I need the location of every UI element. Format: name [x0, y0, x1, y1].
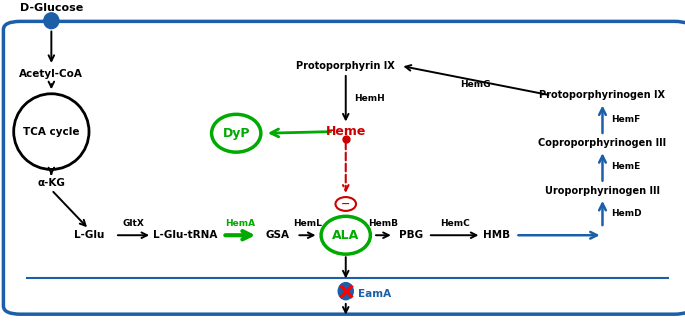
Text: TCA cycle: TCA cycle — [23, 127, 79, 137]
Text: HemB: HemB — [369, 219, 399, 228]
Ellipse shape — [338, 283, 353, 300]
Text: GSA: GSA — [265, 230, 289, 240]
Text: L-Glu: L-Glu — [74, 230, 104, 240]
Text: PBG: PBG — [399, 230, 423, 240]
Text: −: − — [341, 199, 351, 209]
Text: ALA: ALA — [332, 229, 360, 242]
Text: Heme: Heme — [325, 125, 366, 138]
Text: HemG: HemG — [460, 80, 491, 89]
Text: α-KG: α-KG — [38, 178, 65, 188]
Text: Protoporphyrinogen IX: Protoporphyrinogen IX — [540, 90, 666, 100]
Text: D-Glucose: D-Glucose — [20, 3, 83, 13]
Text: HemA: HemA — [225, 219, 256, 228]
Text: Acetyl-CoA: Acetyl-CoA — [19, 69, 84, 79]
Text: HemE: HemE — [611, 163, 640, 171]
Text: HemC: HemC — [440, 219, 469, 228]
Text: Coproporphyrinogen III: Coproporphyrinogen III — [538, 138, 667, 148]
Text: L-Glu-tRNA: L-Glu-tRNA — [153, 230, 217, 240]
Text: HemF: HemF — [611, 115, 640, 124]
Text: HemL: HemL — [293, 219, 322, 228]
Text: Protoporphyrin IX: Protoporphyrin IX — [297, 61, 395, 71]
Ellipse shape — [44, 13, 59, 29]
Text: Uroporphyrinogen III: Uroporphyrinogen III — [545, 186, 660, 196]
Text: EamA: EamA — [358, 289, 391, 299]
Text: GltX: GltX — [123, 219, 145, 228]
FancyBboxPatch shape — [3, 21, 685, 314]
Text: DyP: DyP — [223, 127, 250, 140]
Text: HemH: HemH — [354, 94, 385, 103]
Text: HMB: HMB — [483, 230, 510, 240]
Text: HemD: HemD — [611, 209, 641, 217]
